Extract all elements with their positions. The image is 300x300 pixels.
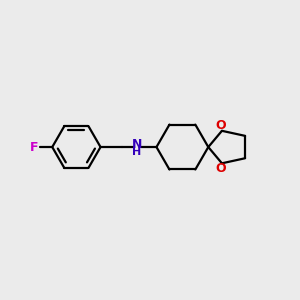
- Text: F: F: [30, 141, 38, 154]
- Text: O: O: [215, 119, 226, 132]
- Text: H: H: [132, 147, 142, 157]
- Text: O: O: [215, 162, 226, 175]
- Text: N: N: [132, 138, 142, 151]
